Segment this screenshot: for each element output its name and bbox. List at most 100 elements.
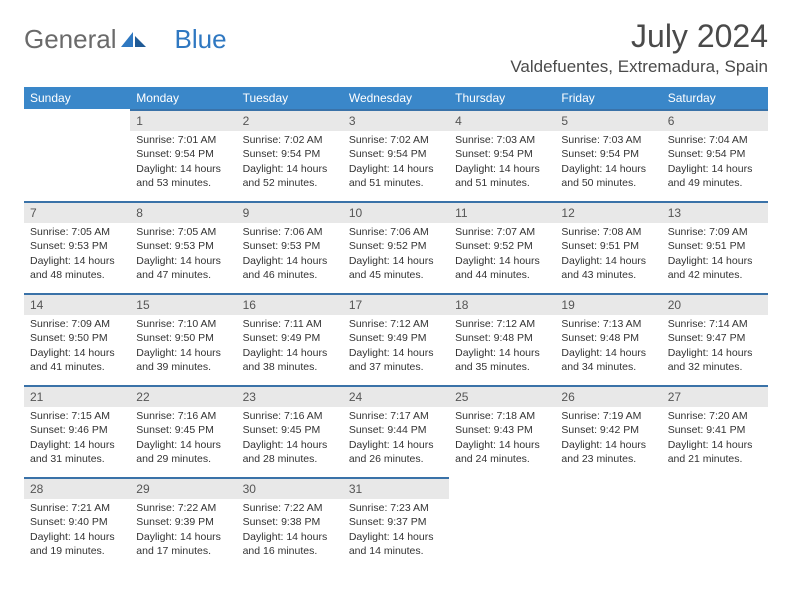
daylight-text: Daylight: 14 hours and 24 minutes. bbox=[455, 438, 549, 466]
day-number: 26 bbox=[555, 385, 661, 407]
calendar-day-cell: 29Sunrise: 7:22 AMSunset: 9:39 PMDayligh… bbox=[130, 477, 236, 569]
daylight-text: Daylight: 14 hours and 45 minutes. bbox=[349, 254, 443, 282]
sunrise-text: Sunrise: 7:22 AM bbox=[243, 501, 337, 515]
day-number: 21 bbox=[24, 385, 130, 407]
calendar-day-cell: 15Sunrise: 7:10 AMSunset: 9:50 PMDayligh… bbox=[130, 293, 236, 385]
day-body: Sunrise: 7:12 AMSunset: 9:49 PMDaylight:… bbox=[343, 315, 449, 378]
daylight-text: Daylight: 14 hours and 23 minutes. bbox=[561, 438, 655, 466]
daylight-text: Daylight: 14 hours and 34 minutes. bbox=[561, 346, 655, 374]
day-number: 25 bbox=[449, 385, 555, 407]
day-body: Sunrise: 7:22 AMSunset: 9:38 PMDaylight:… bbox=[237, 499, 343, 562]
brand-sail-icon bbox=[121, 30, 147, 53]
sunset-text: Sunset: 9:37 PM bbox=[349, 515, 443, 529]
brand-logo: General Blue bbox=[24, 24, 227, 55]
day-body: Sunrise: 7:06 AMSunset: 9:52 PMDaylight:… bbox=[343, 223, 449, 286]
day-number: 10 bbox=[343, 201, 449, 223]
sunset-text: Sunset: 9:46 PM bbox=[30, 423, 124, 437]
calendar-day-cell bbox=[449, 477, 555, 569]
sunset-text: Sunset: 9:48 PM bbox=[455, 331, 549, 345]
sunrise-text: Sunrise: 7:16 AM bbox=[243, 409, 337, 423]
sunrise-text: Sunrise: 7:23 AM bbox=[349, 501, 443, 515]
calendar-week: 14Sunrise: 7:09 AMSunset: 9:50 PMDayligh… bbox=[24, 293, 768, 385]
calendar-day-cell: 14Sunrise: 7:09 AMSunset: 9:50 PMDayligh… bbox=[24, 293, 130, 385]
daylight-text: Daylight: 14 hours and 37 minutes. bbox=[349, 346, 443, 374]
day-number: 28 bbox=[24, 477, 130, 499]
sunrise-text: Sunrise: 7:15 AM bbox=[30, 409, 124, 423]
sunset-text: Sunset: 9:38 PM bbox=[243, 515, 337, 529]
calendar-day-cell: 13Sunrise: 7:09 AMSunset: 9:51 PMDayligh… bbox=[662, 201, 768, 293]
day-number: 7 bbox=[24, 201, 130, 223]
day-body: Sunrise: 7:10 AMSunset: 9:50 PMDaylight:… bbox=[130, 315, 236, 378]
weekday-header: Tuesday bbox=[237, 87, 343, 109]
calendar-day-cell: 12Sunrise: 7:08 AMSunset: 9:51 PMDayligh… bbox=[555, 201, 661, 293]
calendar-day-cell: 7Sunrise: 7:05 AMSunset: 9:53 PMDaylight… bbox=[24, 201, 130, 293]
title-block: July 2024 Valdefuentes, Extremadura, Spa… bbox=[510, 18, 768, 77]
calendar-day-cell: 5Sunrise: 7:03 AMSunset: 9:54 PMDaylight… bbox=[555, 109, 661, 201]
day-body: Sunrise: 7:18 AMSunset: 9:43 PMDaylight:… bbox=[449, 407, 555, 470]
calendar-day-cell: 11Sunrise: 7:07 AMSunset: 9:52 PMDayligh… bbox=[449, 201, 555, 293]
daylight-text: Daylight: 14 hours and 14 minutes. bbox=[349, 530, 443, 558]
daylight-text: Daylight: 14 hours and 51 minutes. bbox=[349, 162, 443, 190]
day-body: Sunrise: 7:13 AMSunset: 9:48 PMDaylight:… bbox=[555, 315, 661, 378]
daylight-text: Daylight: 14 hours and 17 minutes. bbox=[136, 530, 230, 558]
sunrise-text: Sunrise: 7:04 AM bbox=[668, 133, 762, 147]
daylight-text: Daylight: 14 hours and 52 minutes. bbox=[243, 162, 337, 190]
day-body: Sunrise: 7:02 AMSunset: 9:54 PMDaylight:… bbox=[343, 131, 449, 194]
day-number: 18 bbox=[449, 293, 555, 315]
calendar-day-cell: 16Sunrise: 7:11 AMSunset: 9:49 PMDayligh… bbox=[237, 293, 343, 385]
daylight-text: Daylight: 14 hours and 50 minutes. bbox=[561, 162, 655, 190]
sunrise-text: Sunrise: 7:02 AM bbox=[349, 133, 443, 147]
day-body: Sunrise: 7:11 AMSunset: 9:49 PMDaylight:… bbox=[237, 315, 343, 378]
day-number: 16 bbox=[237, 293, 343, 315]
day-number: 27 bbox=[662, 385, 768, 407]
daylight-text: Daylight: 14 hours and 53 minutes. bbox=[136, 162, 230, 190]
day-number: 11 bbox=[449, 201, 555, 223]
day-body: Sunrise: 7:02 AMSunset: 9:54 PMDaylight:… bbox=[237, 131, 343, 194]
sunset-text: Sunset: 9:53 PM bbox=[136, 239, 230, 253]
sunset-text: Sunset: 9:50 PM bbox=[136, 331, 230, 345]
daylight-text: Daylight: 14 hours and 16 minutes. bbox=[243, 530, 337, 558]
sunrise-text: Sunrise: 7:16 AM bbox=[136, 409, 230, 423]
sunset-text: Sunset: 9:40 PM bbox=[30, 515, 124, 529]
day-body: Sunrise: 7:15 AMSunset: 9:46 PMDaylight:… bbox=[24, 407, 130, 470]
sunset-text: Sunset: 9:53 PM bbox=[30, 239, 124, 253]
sunrise-text: Sunrise: 7:11 AM bbox=[243, 317, 337, 331]
day-body: Sunrise: 7:14 AMSunset: 9:47 PMDaylight:… bbox=[662, 315, 768, 378]
sunset-text: Sunset: 9:49 PM bbox=[243, 331, 337, 345]
calendar-day-cell: 20Sunrise: 7:14 AMSunset: 9:47 PMDayligh… bbox=[662, 293, 768, 385]
calendar-day-cell: 1Sunrise: 7:01 AMSunset: 9:54 PMDaylight… bbox=[130, 109, 236, 201]
calendar-body: 1Sunrise: 7:01 AMSunset: 9:54 PMDaylight… bbox=[24, 109, 768, 569]
day-number: 4 bbox=[449, 109, 555, 131]
sunset-text: Sunset: 9:45 PM bbox=[243, 423, 337, 437]
sunset-text: Sunset: 9:51 PM bbox=[668, 239, 762, 253]
daylight-text: Daylight: 14 hours and 32 minutes. bbox=[668, 346, 762, 374]
day-body: Sunrise: 7:12 AMSunset: 9:48 PMDaylight:… bbox=[449, 315, 555, 378]
weekday-header: Saturday bbox=[662, 87, 768, 109]
day-body: Sunrise: 7:21 AMSunset: 9:40 PMDaylight:… bbox=[24, 499, 130, 562]
calendar-day-cell: 24Sunrise: 7:17 AMSunset: 9:44 PMDayligh… bbox=[343, 385, 449, 477]
sunrise-text: Sunrise: 7:07 AM bbox=[455, 225, 549, 239]
calendar-day-cell: 25Sunrise: 7:18 AMSunset: 9:43 PMDayligh… bbox=[449, 385, 555, 477]
calendar-day-cell bbox=[555, 477, 661, 569]
daylight-text: Daylight: 14 hours and 41 minutes. bbox=[30, 346, 124, 374]
day-body: Sunrise: 7:08 AMSunset: 9:51 PMDaylight:… bbox=[555, 223, 661, 286]
calendar-day-cell: 9Sunrise: 7:06 AMSunset: 9:53 PMDaylight… bbox=[237, 201, 343, 293]
day-number: 2 bbox=[237, 109, 343, 131]
sunset-text: Sunset: 9:52 PM bbox=[349, 239, 443, 253]
calendar-day-cell: 22Sunrise: 7:16 AMSunset: 9:45 PMDayligh… bbox=[130, 385, 236, 477]
sunrise-text: Sunrise: 7:12 AM bbox=[349, 317, 443, 331]
sunrise-text: Sunrise: 7:22 AM bbox=[136, 501, 230, 515]
calendar-week: 21Sunrise: 7:15 AMSunset: 9:46 PMDayligh… bbox=[24, 385, 768, 477]
sunset-text: Sunset: 9:48 PM bbox=[561, 331, 655, 345]
calendar-day-cell: 21Sunrise: 7:15 AMSunset: 9:46 PMDayligh… bbox=[24, 385, 130, 477]
calendar-day-cell: 2Sunrise: 7:02 AMSunset: 9:54 PMDaylight… bbox=[237, 109, 343, 201]
weekday-header: Friday bbox=[555, 87, 661, 109]
sunset-text: Sunset: 9:54 PM bbox=[243, 147, 337, 161]
sunrise-text: Sunrise: 7:09 AM bbox=[30, 317, 124, 331]
day-number: 9 bbox=[237, 201, 343, 223]
day-body: Sunrise: 7:09 AMSunset: 9:51 PMDaylight:… bbox=[662, 223, 768, 286]
sunrise-text: Sunrise: 7:03 AM bbox=[455, 133, 549, 147]
day-number: 15 bbox=[130, 293, 236, 315]
day-number: 29 bbox=[130, 477, 236, 499]
day-number: 31 bbox=[343, 477, 449, 499]
